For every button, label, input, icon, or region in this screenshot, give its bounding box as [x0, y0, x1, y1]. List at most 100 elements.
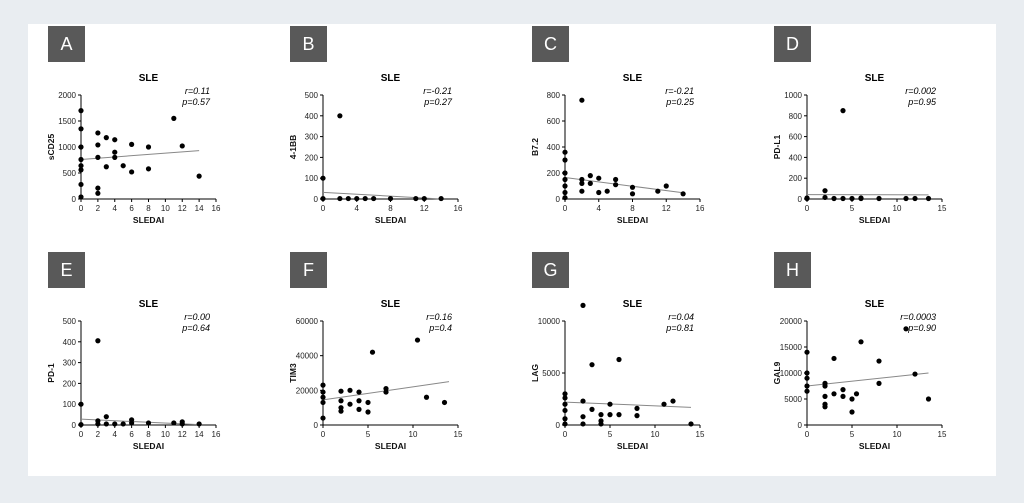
y-tick-label: 0 [314, 421, 319, 430]
stat-label: r=-0.21 [423, 86, 452, 96]
data-point [441, 399, 448, 406]
y-tick-label: 400 [305, 112, 319, 121]
data-point [354, 195, 360, 202]
chart-title: SLE [381, 73, 401, 84]
data-point [849, 409, 855, 415]
data-point [78, 401, 84, 407]
x-tick-label: 2 [96, 204, 101, 213]
y-tick-label: 100 [305, 174, 319, 183]
y-axis-title: PD-1 [46, 363, 56, 383]
y-tick-label: 400 [63, 338, 77, 347]
y-tick-label: 300 [63, 359, 77, 368]
data-point [604, 188, 610, 194]
data-point [387, 195, 394, 202]
data-point [634, 405, 640, 411]
chart-title: SLE [139, 73, 159, 84]
data-point [589, 406, 595, 412]
data-point [804, 383, 810, 389]
y-tick-label: 200 [789, 174, 803, 183]
x-tick-label: 8 [630, 204, 635, 213]
data-point [562, 195, 568, 201]
data-point [804, 388, 810, 394]
y-tick-label: 1000 [58, 143, 76, 152]
data-point [579, 180, 585, 186]
x-tick-label: 8 [146, 204, 151, 213]
data-point [804, 370, 810, 376]
data-point [356, 398, 362, 404]
data-point [822, 404, 828, 410]
data-point [95, 185, 101, 191]
data-point [95, 154, 101, 160]
data-point [822, 383, 828, 389]
data-point [876, 380, 882, 386]
x-tick-label: 14 [195, 204, 204, 213]
y-tick-label: 10000 [780, 369, 803, 378]
y-tick-label: 300 [305, 133, 319, 142]
x-tick-label: 4 [355, 204, 360, 213]
data-point [903, 195, 909, 202]
data-point [95, 421, 101, 427]
data-point [338, 408, 344, 414]
y-tick-label: 10000 [538, 317, 561, 326]
data-point [171, 420, 177, 426]
y-tick-label: 2000 [58, 91, 76, 100]
data-point [579, 188, 585, 194]
data-point [112, 137, 118, 143]
y-tick-label: 40000 [296, 352, 319, 361]
data-point [365, 409, 371, 415]
data-point [562, 157, 568, 163]
data-point [629, 191, 636, 197]
data-point [840, 108, 846, 114]
data-point [78, 181, 84, 188]
x-tick-label: 0 [805, 204, 810, 213]
data-point [337, 195, 343, 202]
stat-label: p=0.64 [181, 323, 210, 333]
y-tick-label: 600 [789, 133, 803, 142]
data-point [112, 421, 118, 427]
data-point [95, 338, 101, 344]
data-point [338, 388, 344, 394]
data-point [369, 349, 376, 355]
data-point [196, 421, 202, 427]
x-tick-label: 15 [454, 430, 463, 439]
x-axis-title: SLEDAI [375, 441, 406, 451]
data-point [320, 382, 326, 388]
data-point [831, 391, 837, 397]
data-point [78, 126, 84, 132]
chart-panel: F SLE r=0.16 p=0.4 0 20000 40000 60000 0 5 10 15 SLE… [270, 250, 512, 476]
data-point [804, 349, 810, 355]
data-point [840, 393, 846, 399]
data-point [822, 188, 828, 194]
x-tick-label: 5 [608, 430, 613, 439]
data-point [423, 394, 430, 400]
data-point [347, 387, 353, 393]
data-point [858, 339, 864, 345]
x-tick-label: 10 [651, 430, 660, 439]
stat-label: p=0.4 [428, 323, 452, 333]
data-point [112, 154, 118, 160]
y-tick-label: 5000 [542, 369, 560, 378]
chart-title: SLE [865, 299, 885, 310]
x-tick-label: 15 [938, 430, 947, 439]
y-tick-label: 400 [547, 143, 561, 152]
data-point [562, 391, 568, 397]
data-point [562, 176, 568, 183]
regression-line [564, 401, 692, 408]
regression-line [80, 150, 200, 160]
y-tick-label: 200 [547, 169, 561, 178]
y-tick-label: 0 [72, 421, 77, 430]
y-axis-title: B7.2 [530, 138, 540, 156]
data-point [580, 421, 586, 427]
x-tick-label: 0 [79, 430, 84, 439]
data-point [129, 169, 135, 175]
chart-panel: A SLE r=0.11 p=0.57 0 500 1000 1500 2000 0 2 4 6 8 10 1… [28, 24, 270, 250]
regression-line [322, 191, 442, 200]
x-tick-label: 8 [388, 204, 393, 213]
data-point [822, 194, 828, 201]
data-point [853, 391, 860, 397]
data-point [562, 407, 568, 414]
y-tick-label: 60000 [296, 317, 319, 326]
x-tick-label: 4 [113, 204, 118, 213]
stat-label: r=0.002 [905, 86, 936, 96]
data-point [103, 164, 109, 170]
